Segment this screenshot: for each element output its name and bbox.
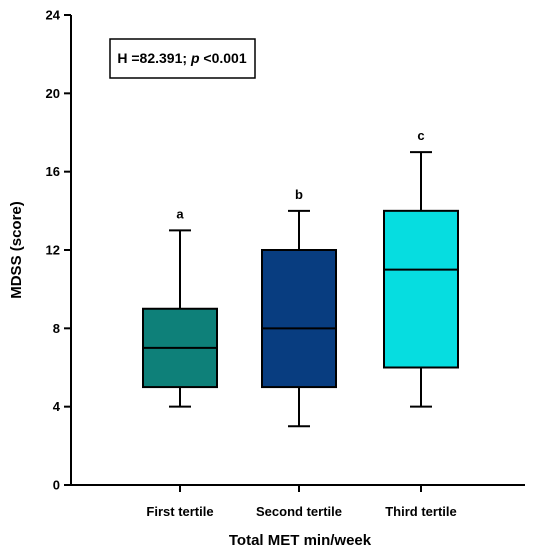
stat-p-value: <0.001 xyxy=(200,50,247,66)
y-tick-label: 16 xyxy=(46,164,60,179)
significance-label: b xyxy=(295,187,303,202)
box-iqr xyxy=(261,249,337,389)
y-tick-label: 24 xyxy=(46,8,61,23)
stat-p-symbol: p xyxy=(190,50,200,66)
stat-annotation-text: H =82.391; p <0.001 xyxy=(117,50,246,66)
y-axis-title: MDSS (score) xyxy=(8,201,25,299)
x-axis-title: Total MET min/week xyxy=(229,532,372,549)
y-axis: 0 4 8 12 16 20 24 xyxy=(46,8,72,493)
x-axis: First tertile Second tertile Third tertile xyxy=(71,484,525,519)
y-tick-label: 20 xyxy=(46,86,60,101)
x-tick-label: First tertile xyxy=(146,504,213,519)
box-series: a b c xyxy=(142,128,459,428)
stat-annotation-box xyxy=(109,38,256,79)
box-group: a xyxy=(142,206,218,408)
box-iqr xyxy=(383,209,459,369)
x-tick-label: Second tertile xyxy=(256,504,342,519)
stat-h-value: H =82.391; xyxy=(117,50,191,66)
significance-label: a xyxy=(176,206,184,221)
stat-annotation: H =82.391; p <0.001 xyxy=(109,38,256,79)
x-tick-label: Third tertile xyxy=(385,504,457,519)
box-group: b xyxy=(261,187,337,428)
y-tick-label: 4 xyxy=(53,399,61,414)
significance-label: c xyxy=(417,128,424,143)
y-tick-label: 0 xyxy=(53,478,60,493)
y-tick-label: 8 xyxy=(53,321,60,336)
y-tick-label: 12 xyxy=(46,243,60,258)
box-group: c xyxy=(383,128,459,408)
